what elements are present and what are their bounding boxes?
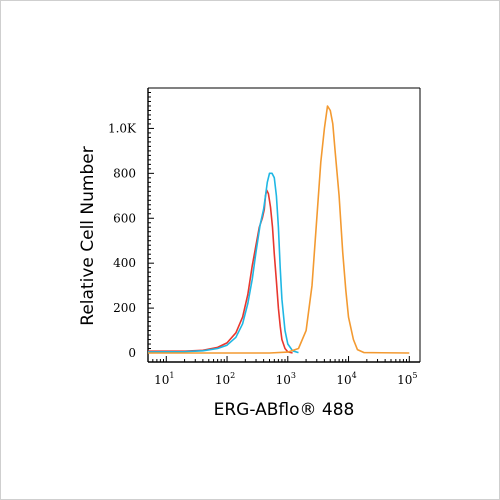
x-tick-label: 102 xyxy=(215,371,235,387)
x-tick-label: 104 xyxy=(336,371,356,387)
series-layer xyxy=(147,105,410,354)
y-minor-ticks xyxy=(148,91,154,354)
y-tick-label: 600 xyxy=(113,211,136,225)
y-tick-label: 1.0K xyxy=(108,121,137,135)
x-tick-label: 101 xyxy=(154,371,174,387)
series-line-1 xyxy=(148,189,293,354)
x-tick-label: 105 xyxy=(397,371,417,387)
series-line-2 xyxy=(147,172,299,354)
y-tick-labels: 0 200 400 600 800 1.0K xyxy=(108,121,137,360)
x-tick-label: 103 xyxy=(276,371,296,387)
y-tick-label: 800 xyxy=(113,166,136,180)
y-tick-label: 200 xyxy=(113,301,136,315)
x-tick-labels: 101 102 103 104 105 xyxy=(154,371,417,387)
x-minor-ticks xyxy=(147,356,410,362)
y-tick-label: 0 xyxy=(128,346,136,360)
y-axis-title: Relative Cell Number xyxy=(78,146,98,325)
series-line-3 xyxy=(148,105,410,354)
plot-axes xyxy=(147,87,421,363)
x-axis-title: ERG-ABflo® 488 xyxy=(214,400,355,420)
y-tick-label: 400 xyxy=(113,256,136,270)
